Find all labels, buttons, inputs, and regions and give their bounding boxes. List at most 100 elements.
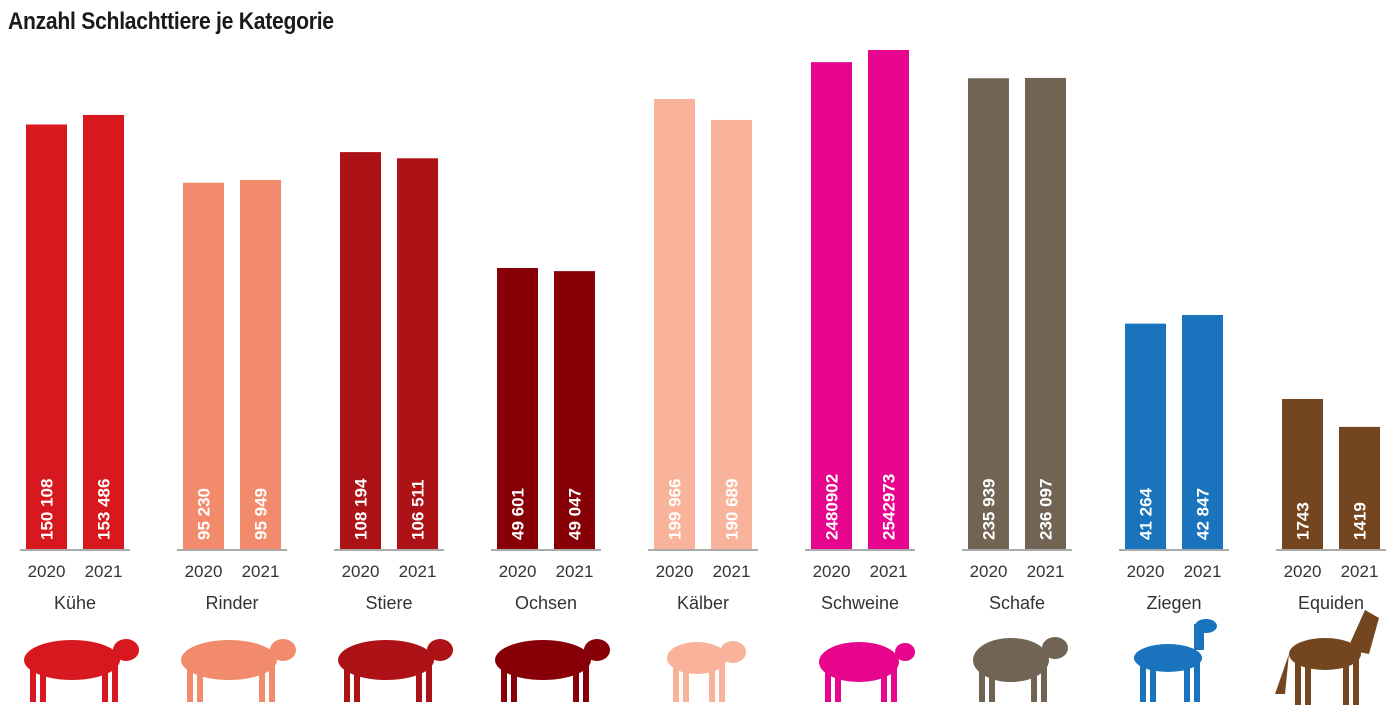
- animal-head: [1195, 619, 1217, 633]
- bar-value-label: 153 486: [95, 479, 114, 540]
- animal-head: [270, 639, 296, 661]
- animal-leg: [426, 665, 432, 702]
- animal-head: [113, 639, 139, 661]
- animal-leg: [573, 665, 579, 702]
- bar-value-label: 199 966: [666, 479, 685, 540]
- bar-2021: [1339, 426, 1380, 549]
- animal-tail: [1275, 654, 1289, 694]
- animal-leg: [881, 667, 887, 702]
- category-label: Equiden: [1298, 593, 1364, 613]
- bar-value-label: 108 194: [352, 478, 371, 540]
- bar-value-label: 236 097: [1037, 479, 1056, 540]
- category-label: Schweine: [821, 593, 899, 613]
- bar-value-label: 49 047: [566, 488, 585, 540]
- bar-2020: [183, 182, 224, 549]
- year-tick-label: 2020: [970, 562, 1008, 581]
- animal-head: [895, 643, 915, 661]
- animal-body: [338, 640, 434, 680]
- bar-value-label: 106 511: [409, 479, 428, 540]
- bar-2020: [497, 268, 538, 549]
- year-tick-label: 2020: [185, 562, 223, 581]
- bar-value-label: 95 949: [252, 488, 271, 540]
- animal-leg: [1140, 663, 1146, 702]
- animal-leg: [825, 667, 831, 702]
- bar-2020: [1125, 323, 1166, 549]
- animal-head: [584, 639, 610, 661]
- animal-leg: [1041, 665, 1047, 702]
- animal-leg: [979, 665, 985, 702]
- goat-icon: [1134, 619, 1217, 702]
- animal-leg: [583, 665, 589, 702]
- category-group-kühe: 150 108 2020 153 486 2021 Kühe: [20, 114, 139, 702]
- animal-neck: [1347, 610, 1379, 654]
- category-label: Kälber: [677, 593, 729, 613]
- bar-2021: [240, 179, 281, 549]
- category-label: Schafe: [989, 593, 1045, 613]
- bar-2021: [554, 271, 595, 549]
- year-tick-label: 2020: [28, 562, 66, 581]
- category-label: Kühe: [54, 593, 96, 613]
- bar-value-label: 1419: [1351, 502, 1370, 540]
- bar-2020: [1282, 399, 1323, 549]
- year-tick-label: 2021: [1184, 562, 1222, 581]
- cow-icon: [24, 639, 139, 702]
- year-tick-label: 2021: [399, 562, 437, 581]
- animal-leg: [501, 665, 507, 702]
- bar-2021: [1025, 77, 1066, 549]
- year-tick-label: 2020: [1284, 562, 1322, 581]
- year-tick-label: 2020: [656, 562, 694, 581]
- animal-leg: [416, 665, 422, 702]
- animal-leg: [187, 665, 193, 702]
- bar-value-label: 95 230: [195, 488, 214, 540]
- category-group-stiere: 108 194 2020 106 511 2021 Stiere: [334, 152, 453, 702]
- animal-leg: [1194, 663, 1200, 702]
- animal-leg: [259, 665, 265, 702]
- animal-body: [181, 640, 277, 680]
- year-tick-label: 2021: [1341, 562, 1379, 581]
- category-group-equiden: 1743 2020 1419 2021 Equiden: [1275, 399, 1386, 705]
- year-tick-label: 2020: [1127, 562, 1165, 581]
- bar-value-label: 150 108: [38, 479, 57, 540]
- category-group-ziegen: 41 264 2020 42 847 2021 Ziegen: [1119, 314, 1229, 702]
- animal-leg: [709, 663, 715, 702]
- bar-value-label: 190 689: [723, 479, 742, 540]
- year-tick-label: 2021: [870, 562, 908, 581]
- category-label: Ochsen: [515, 593, 577, 613]
- year-tick-label: 2021: [242, 562, 280, 581]
- animal-leg: [1353, 659, 1359, 705]
- year-tick-label: 2021: [1027, 562, 1065, 581]
- animal-leg: [112, 665, 118, 702]
- animal-leg: [344, 665, 350, 702]
- animal-leg: [1295, 659, 1301, 705]
- animal-leg: [1184, 663, 1190, 702]
- animal-leg: [1150, 663, 1156, 702]
- animal-head: [1042, 637, 1068, 659]
- animal-leg: [683, 663, 689, 702]
- animal-leg: [673, 663, 679, 702]
- bar-2020: [654, 99, 695, 550]
- bar-value-label: 2480902: [823, 474, 842, 540]
- category-label: Rinder: [205, 593, 258, 613]
- animal-leg: [269, 665, 275, 702]
- year-tick-label: 2020: [813, 562, 851, 581]
- bar-2020: [340, 152, 381, 549]
- bar-2021: [1182, 314, 1223, 549]
- category-label: Ziegen: [1146, 593, 1201, 613]
- bar-value-label: 2542973: [880, 474, 899, 540]
- bar-2021: [868, 49, 909, 550]
- animal-head: [720, 641, 746, 663]
- pig-icon: [819, 642, 915, 702]
- animal-leg: [1305, 659, 1311, 705]
- category-group-schweine: 2480902 2020 2542973 2021 Schweine: [805, 49, 915, 702]
- animal-leg: [835, 667, 841, 702]
- bar-value-label: 1743: [1294, 502, 1313, 540]
- animal-head: [427, 639, 453, 661]
- animal-leg: [30, 665, 36, 702]
- animal-neck: [1194, 624, 1204, 650]
- category-group-schafe: 235 939 2020 236 097 2021 Schafe: [962, 77, 1072, 702]
- horse-icon: [1275, 610, 1379, 705]
- animal-leg: [102, 665, 108, 702]
- animal-leg: [511, 665, 517, 702]
- animal-leg: [1031, 665, 1037, 702]
